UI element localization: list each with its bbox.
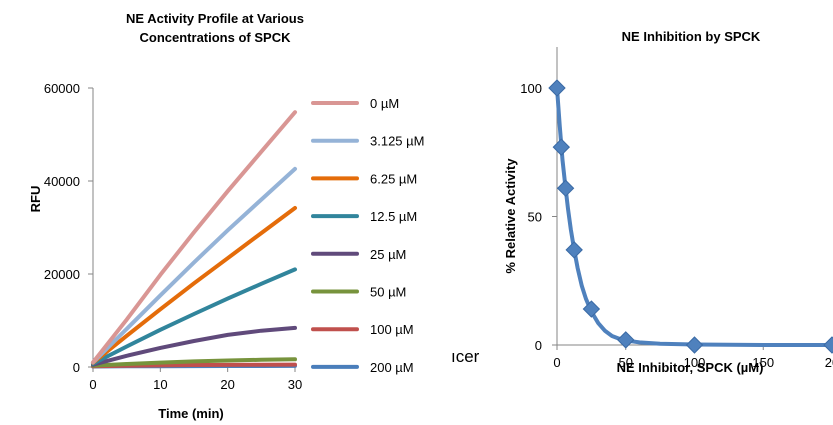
legend-label: 6.25 µM [370,171,417,186]
x-tick-label: 30 [288,377,302,392]
data-point-4 [582,300,601,318]
data-markers [548,79,833,354]
y-tick-label: 0 [73,360,80,375]
legend-label: 3.125 µM [370,134,424,149]
series-line-4 [91,325,297,367]
series-line-2 [91,206,297,365]
data-point-6 [685,336,704,354]
series-lines [91,110,297,369]
x-tick-label: 20 [825,355,833,370]
x-tick-label: 100 [684,355,706,370]
y-tick-label: 20000 [44,267,80,282]
y-tick-label: 100 [520,81,542,96]
x-tick-label: 10 [153,377,167,392]
fit-curve [555,86,833,347]
data-point-2 [556,179,575,197]
inhibition-chart: NE Inhibition by SPCK % Relative Activit… [503,29,833,375]
fit-curve-line [555,86,833,347]
x-tick-label: 20 [220,377,234,392]
axes: 0 10 20 30 0 20000 40000 60000 [44,81,302,392]
legend-label: 50 µM [370,285,406,300]
legend-label: 200 µM [370,360,414,375]
y-tick-label: 40000 [44,174,80,189]
legend-label: 0 µM [370,96,399,111]
chart-title: NE Inhibition by SPCK [622,29,761,44]
stray-text: ıcer [451,347,480,366]
y-axis-label: RFU [28,186,43,213]
activity-profile-chart: NE Activity Profile at Various Concentra… [28,11,424,421]
x-axis-label: NE Inhibitor, SPCK (µM) [617,360,764,375]
x-tick-label: 50 [619,355,633,370]
y-tick-label: 60000 [44,81,80,96]
x-axis-label: Time (min) [158,406,224,421]
data-point-5 [617,331,635,349]
x-tick-label: 0 [553,355,560,370]
data-point-1 [552,138,571,156]
series-line-1 [91,166,297,365]
series-line-5 [91,357,297,368]
data-point-3 [565,241,583,259]
series-line-0 [91,110,297,365]
y-tick-label: 50 [528,210,542,225]
chart-title-line-2: Concentrations of SPCK [140,30,292,45]
data-point-0 [548,79,566,97]
y-axis-label: % Relative Activity [503,158,518,274]
y-tick-label: 0 [535,338,542,353]
series-line-3 [91,267,297,366]
x-tick-label: 150 [752,355,774,370]
data-point-7 [823,336,833,354]
x-tick-label: 0 [89,377,96,392]
legend-label: 12.5 µM [370,209,417,224]
legend-label: 25 µM [370,247,406,262]
chart-title-line-1: NE Activity Profile at Various [126,11,304,26]
legend-label: 100 µM [370,322,414,337]
legend: 0 µM 3.125 µM 6.25 µM 12.5 µM 25 µM 50 µM 100 … [311,96,424,375]
